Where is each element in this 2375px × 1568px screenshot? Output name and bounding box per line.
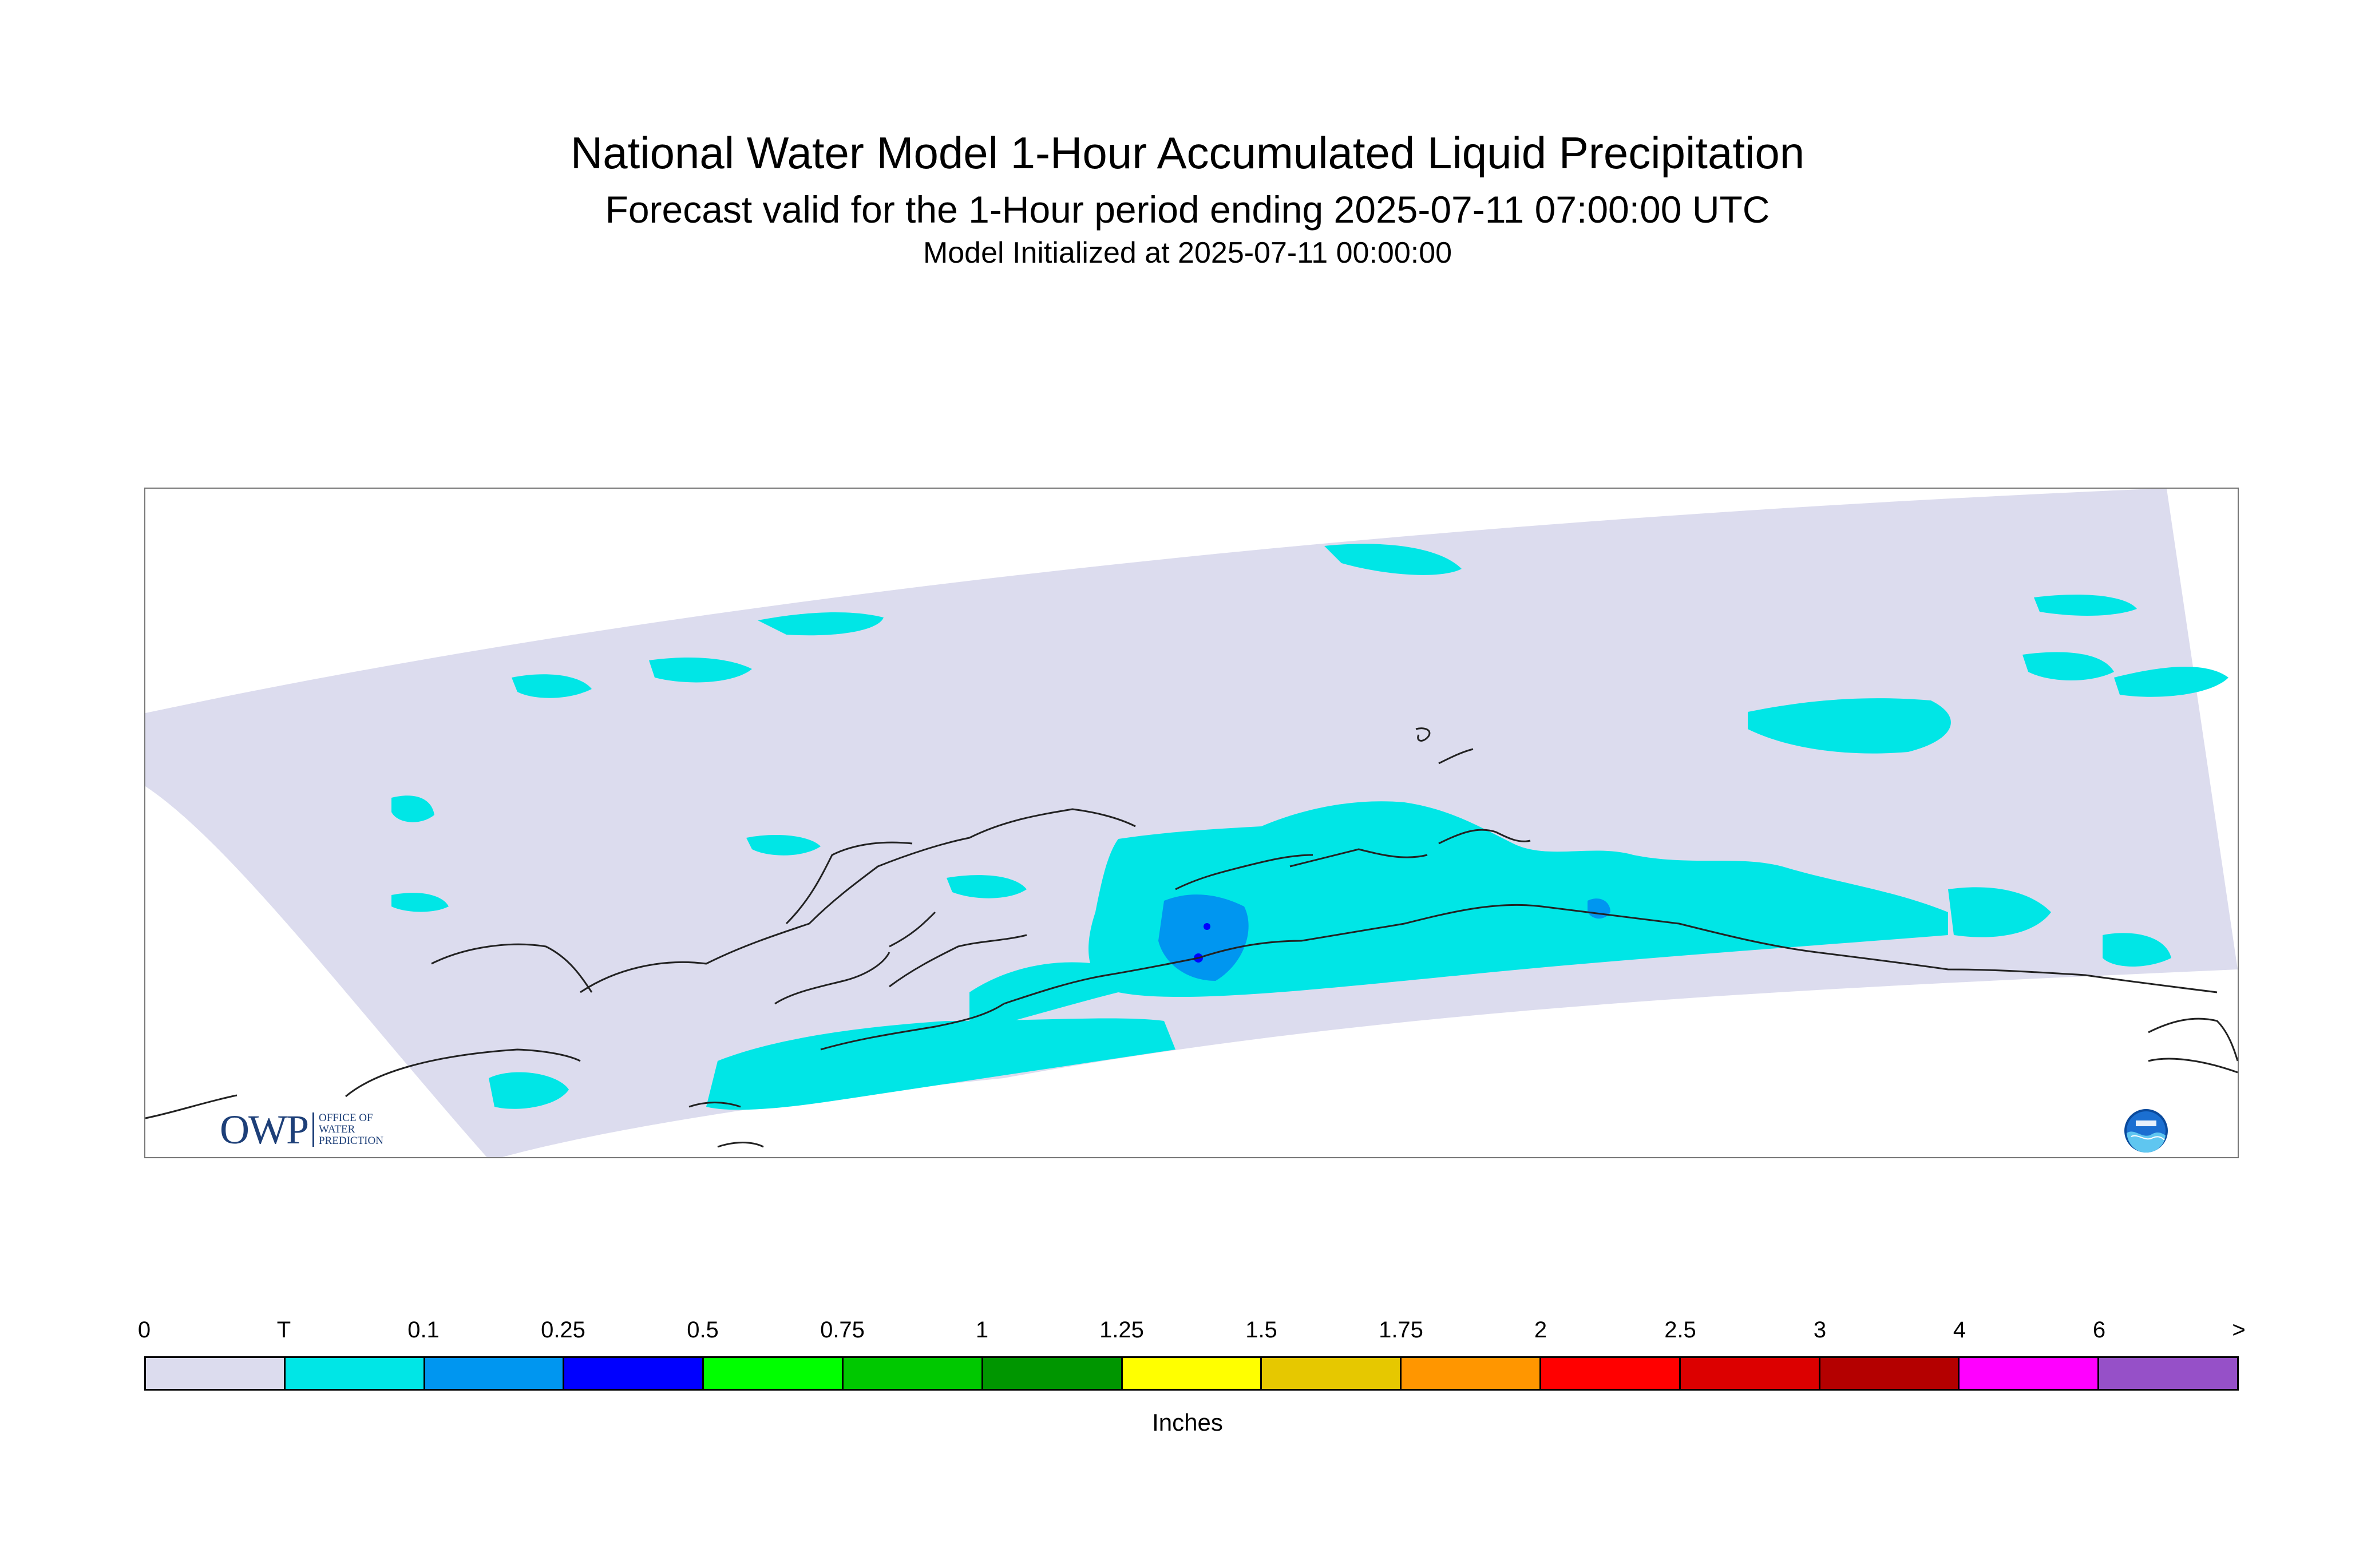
precip-patch-n5 [2034,595,2137,616]
owp-line-3: PREDICTION [319,1135,383,1147]
legend-tick-label: 0.1 [407,1317,440,1343]
legend-tick-label: 0.75 [820,1317,865,1343]
legend-swatch [1122,1358,1262,1389]
legend-swatch [1680,1358,1820,1389]
legend-swatch [843,1358,983,1389]
legend-tick-label: 0.5 [687,1317,719,1343]
legend-swatch [564,1358,704,1389]
legend-swatch [1960,1358,2100,1389]
precip-patch-n2 [649,658,752,683]
colorbar-legend [144,1356,2239,1391]
forecast-valid-subtitle: Forecast valid for the 1-Hour period end… [605,188,1770,231]
legend-tick-label: 1.25 [1099,1317,1144,1343]
owp-logo-divider [312,1112,314,1147]
legend-swatch [146,1358,286,1389]
legend-tick-label: T [276,1317,291,1343]
legend-swatch [1402,1358,1541,1389]
precip-area-sw [489,1072,569,1109]
legend-tick-label: > [2232,1317,2246,1343]
legend-tick-label: 4 [1953,1317,1966,1343]
precip-patch-w2 [391,893,449,912]
precip-patch-ne3 [2114,667,2228,697]
owp-logo-icon: OWP OFFICE OF WATER PREDICTION [220,1107,383,1153]
precip-area-south [706,1018,1175,1110]
model-init-subtitle: Model Initialized at 2025-07-11 00:00:00 [923,236,1452,270]
precip-patch-c1 [947,875,1027,898]
legend-swatch [285,1358,425,1389]
precip-patch-ne2 [2022,652,2114,680]
legend-swatch [1541,1358,1681,1389]
precip-patch-n4 [1324,544,1462,575]
legend-tick-label: 3 [1813,1317,1827,1343]
legend-tick-label: 1.5 [1245,1317,1277,1343]
legend-tick-label: 0.25 [541,1317,585,1343]
owp-line-1: OFFICE OF [319,1112,373,1124]
map-title: National Water Model 1-Hour Accumulated … [570,128,1805,178]
precip-core-light-blue [1158,894,1249,981]
precip-area-main [1088,801,1948,997]
precip-patch-ne1 [1748,698,1951,754]
legend-tick-label: 2 [1534,1317,1547,1343]
legend-units: Inches [1152,1409,1223,1436]
precipitation-map [145,489,2238,1157]
precip-patch-w1 [391,795,434,822]
legend-labels: 0 T 0.1 0.25 0.5 0.75 1 1.25 1.5 1.75 2 2.5 3 4 6 > [138,1317,2246,1346]
owp-logo-mark: OWP [220,1106,309,1153]
legend-swatch [425,1358,565,1389]
map-panel: OWP OFFICE OF WATER PREDICTION [144,488,2239,1158]
owp-line-2: WATER [319,1123,355,1135]
precip-patch-n1 [758,612,884,636]
legend-swatch [983,1358,1123,1389]
legend-tick-label: 1 [975,1317,989,1343]
precip-area-far-east [2103,933,2171,967]
model-domain [145,489,2238,1157]
precip-core-dark-blue-2 [1204,923,1210,930]
legend-swatch [1820,1358,1960,1389]
noaa-logo-icon [2124,1109,2168,1153]
owp-logo-text: OFFICE OF WATER PREDICTION [319,1112,383,1147]
legend-swatch [2099,1358,2237,1389]
precip-patch-w3 [746,835,821,856]
coastlines [145,727,2238,1148]
legend-swatch [1262,1358,1402,1389]
legend-swatch [704,1358,844,1389]
legend-tick-label: 6 [2092,1317,2106,1343]
legend-tick-label: 0 [137,1317,151,1343]
precip-patch-n3 [512,674,592,698]
legend-tick-label: 2.5 [1664,1317,1696,1343]
precip-area-e [1948,887,2051,937]
legend-tick-label: 1.75 [1379,1317,1423,1343]
